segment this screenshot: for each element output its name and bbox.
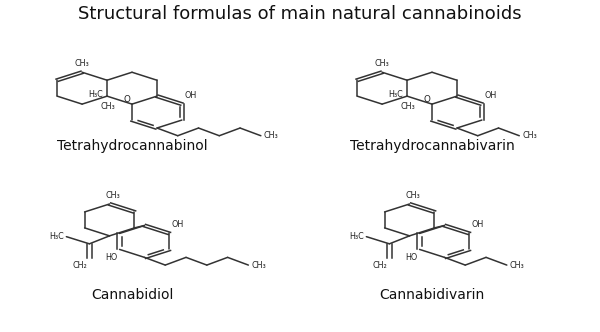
Text: O: O: [124, 95, 131, 104]
Text: OH: OH: [172, 220, 184, 229]
Text: CH₃: CH₃: [405, 191, 420, 200]
Text: H₃C: H₃C: [388, 90, 403, 99]
Text: CH₃: CH₃: [100, 102, 115, 111]
Text: Tetrahydrocannabinol: Tetrahydrocannabinol: [56, 139, 208, 153]
Text: Cannabidiol: Cannabidiol: [91, 289, 173, 302]
Text: OH: OH: [472, 220, 484, 229]
Text: H₃C: H₃C: [349, 232, 364, 241]
Text: Cannabidivarin: Cannabidivarin: [379, 289, 485, 302]
Text: CH₃: CH₃: [75, 59, 89, 68]
Text: CH₃: CH₃: [251, 261, 266, 270]
Text: CH₃: CH₃: [105, 191, 120, 200]
Text: CH₂: CH₂: [72, 261, 87, 270]
Text: CH₃: CH₃: [375, 59, 389, 68]
Text: HO: HO: [405, 253, 417, 262]
Text: CH₂: CH₂: [372, 261, 387, 270]
Text: CH₃: CH₃: [522, 131, 537, 140]
Text: O: O: [424, 95, 431, 104]
Text: CH₃: CH₃: [510, 261, 524, 270]
Text: HO: HO: [105, 253, 117, 262]
Text: OH: OH: [184, 91, 197, 100]
Text: Tetrahydrocannabivarin: Tetrahydrocannabivarin: [350, 139, 514, 153]
Text: H₃C: H₃C: [49, 232, 64, 241]
Text: CH₃: CH₃: [264, 131, 278, 140]
Text: OH: OH: [484, 91, 497, 100]
Text: Structural formulas of main natural cannabinoids: Structural formulas of main natural cann…: [78, 5, 522, 23]
Text: H₃C: H₃C: [88, 90, 103, 99]
Text: CH₃: CH₃: [400, 102, 415, 111]
